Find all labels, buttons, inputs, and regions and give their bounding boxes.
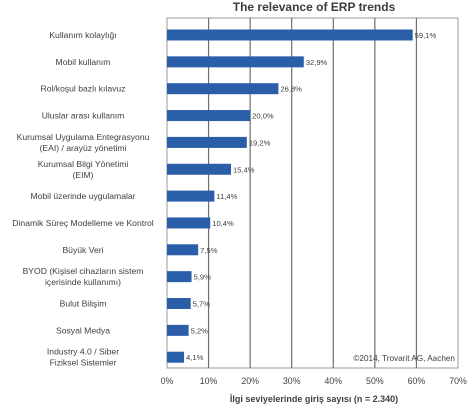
category-label: Kurumsal Uygulama Entegrasyonu (EAI) / ar… [17,132,150,153]
copyright-annotation: ©2014, Trovarit AG, Aachen [353,354,455,363]
x-tick-label: 50% [366,376,384,386]
category-label: Bulut Bilişim [60,299,107,309]
bar [167,244,199,256]
value-label: 5,7% [193,300,211,309]
value-label: 5,9% [194,273,212,282]
category-label: Kurumsal Bilgi Yönetimi (EIM) [38,159,129,180]
value-label: 5,2% [191,326,209,335]
category-label: Dinamik Süreç Modelleme ve Kontrol [12,218,153,228]
value-label: 20,0% [252,112,274,121]
category-label: Rol/koşul bazlı kılavuz [40,84,125,94]
bar [167,298,191,309]
chart-title: The relevance of ERP trends [232,0,396,14]
value-label: 4,1% [186,353,204,362]
x-tick-label: 60% [408,376,426,386]
x-tick-label: 40% [324,376,342,386]
x-axis-label: İlgi seviyelerinde giriş sayısı (n = 2.3… [230,394,398,404]
x-tick-label: 70% [449,376,467,386]
value-label: 15,4% [233,165,255,174]
value-label: 19,2% [249,138,271,147]
value-label: 11,4% [216,192,237,201]
bar [167,83,279,95]
x-tick-label: 0% [161,376,174,386]
value-label: 32,9% [306,58,328,67]
category-label: Kullanım kolaylığı [49,30,116,40]
bar [167,351,185,363]
category-label: Industry 4.0 / Siber Fiziksel Sistemler [47,347,119,368]
bar [167,56,304,68]
category-label: Büyük Veri [62,245,103,255]
value-label: 7,5% [200,246,218,255]
bar [167,29,413,41]
value-label: 26,8% [280,85,302,94]
bar [167,324,189,336]
category-label: BYOD (Kişisel cihazların sistem içerisind… [23,266,144,287]
category-labels: Kullanım kolaylığı Mobil kullanım Rol/koşu… [12,30,153,368]
bar [167,190,215,202]
bar [167,163,232,175]
category-label: Sosyal Medya [56,325,110,335]
value-label: 59,1% [415,31,437,40]
value-labels: 59,1% 32,9% 26,8% 20,0% 19,2% 15,4% 11,4% 10,4%… [186,31,436,362]
bar [167,110,251,122]
category-label: Mobil kullanım [56,57,111,67]
x-tick-labels: 0% 10% 20% 30% 40% 50% 60% 70% [161,376,467,386]
x-tick-label: 20% [241,376,259,386]
x-tick-label: 30% [283,376,301,386]
bar [167,217,211,229]
value-label: 10,4% [212,219,234,228]
bars [167,29,413,363]
bar [167,136,247,148]
bar [167,271,192,283]
category-label: Mobil üzerinde uygulamalar [30,191,135,201]
grid-lines [166,17,459,369]
category-label: Uluslar arası kullanım [42,111,125,121]
x-tick-label: 10% [200,376,218,386]
